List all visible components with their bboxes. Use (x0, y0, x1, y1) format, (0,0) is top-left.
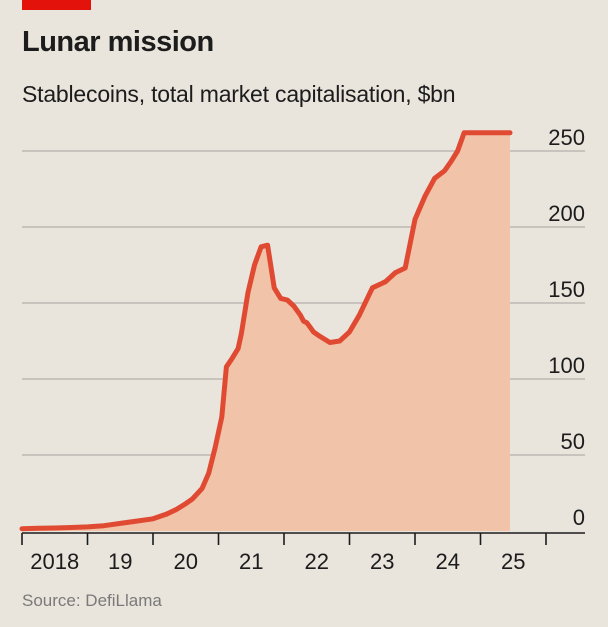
x-tick-label: 21 (239, 549, 263, 574)
area-fill (22, 132, 510, 532)
y-tick-label: 100 (548, 353, 585, 378)
x-tick-label: 24 (436, 549, 460, 574)
x-tick-label: 23 (370, 549, 394, 574)
x-tick-label: 2018 (30, 549, 79, 574)
y-tick-label: 150 (548, 277, 585, 302)
chart-title: Lunar mission (22, 26, 214, 58)
y-tick-label: 0 (573, 505, 585, 530)
accent-bar (22, 0, 91, 10)
chart-subtitle: Stablecoins, total market capitalisation… (22, 81, 456, 107)
series-line (19, 130, 513, 532)
x-tick-label: 20 (174, 549, 198, 574)
x-tick-label: 25 (501, 549, 525, 574)
y-tick-labels: 0 50 100 150 200 250 (548, 125, 585, 530)
x-tick-label: 19 (108, 549, 132, 574)
x-ticks (21, 533, 547, 545)
y-tick-label: 200 (548, 201, 585, 226)
y-tick-label: 50 (561, 429, 585, 454)
x-tick-labels: 2018 19 20 21 22 23 24 25 (30, 549, 525, 574)
y-tick-label: 250 (548, 125, 585, 150)
source-note: Source: DefiLlama (22, 591, 162, 610)
x-tick-label: 22 (305, 549, 329, 574)
